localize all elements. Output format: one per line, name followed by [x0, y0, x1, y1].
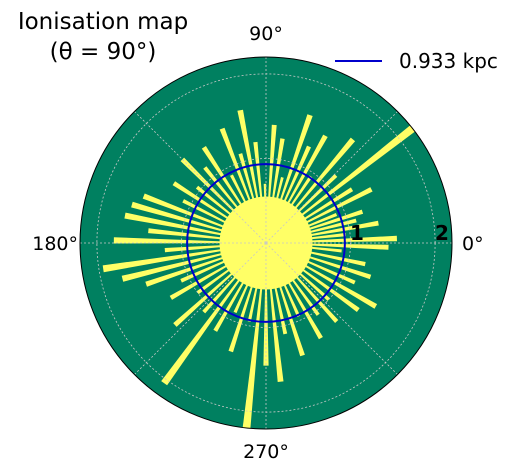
angular-gridline: [134, 242, 267, 375]
legend-label: 0.933 kpc: [399, 49, 498, 73]
angle-tick-90: 90°: [249, 23, 283, 45]
ionised-wedge: [266, 125, 415, 243]
chart-title-line2: (θ = 90°): [50, 39, 157, 65]
angle-tick-270: 270°: [243, 441, 289, 463]
angular-gridline: [265, 111, 398, 244]
angle-tick-0: 0°: [462, 233, 484, 255]
polar-frame: [79, 56, 453, 430]
chart-title-line1: Ionisation map: [18, 9, 188, 35]
radial-tick-1: 1: [350, 221, 364, 245]
ionised-wedge: [242, 243, 266, 429]
kpc-radius-circle: [186, 163, 346, 323]
legend: 0.933 kpc: [335, 49, 498, 73]
angular-gridline: [134, 111, 267, 244]
polar-grid: [80, 57, 452, 429]
radial-tick-2: 2: [435, 221, 449, 245]
angular-gridline: [265, 242, 398, 375]
angle-tick-180: 180°: [32, 233, 78, 255]
